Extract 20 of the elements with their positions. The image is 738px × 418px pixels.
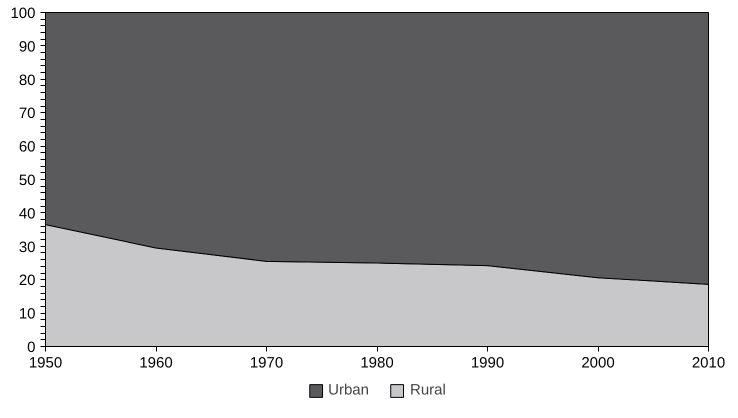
y-tick-label: 100	[10, 5, 36, 22]
x-tick-label: 1990	[470, 354, 504, 372]
y-tick-label: 0	[27, 339, 36, 356]
y-tick-label: 60	[18, 138, 36, 156]
y-tick-label: 80	[18, 72, 36, 89]
x-tick-label: 2000	[581, 354, 615, 372]
x-tick-label: 2010	[692, 354, 726, 372]
y-tick-label: 70	[18, 105, 36, 122]
y-tick-label: 50	[18, 172, 36, 189]
y-tick-label: 40	[18, 205, 36, 222]
legend-label: Urban	[328, 382, 369, 398]
x-tick-label: 1950	[28, 354, 62, 372]
y-tick-label: 20	[18, 272, 36, 290]
y-tick-label: 30	[18, 238, 36, 256]
y-tick-label: 10	[18, 306, 36, 323]
x-tick-label: 1970	[250, 354, 284, 372]
y-tick-label: 90	[18, 38, 36, 56]
x-tick-label: 1980	[360, 354, 394, 372]
x-tick-label: 1960	[139, 354, 173, 372]
legend-label: Rural	[410, 382, 446, 398]
